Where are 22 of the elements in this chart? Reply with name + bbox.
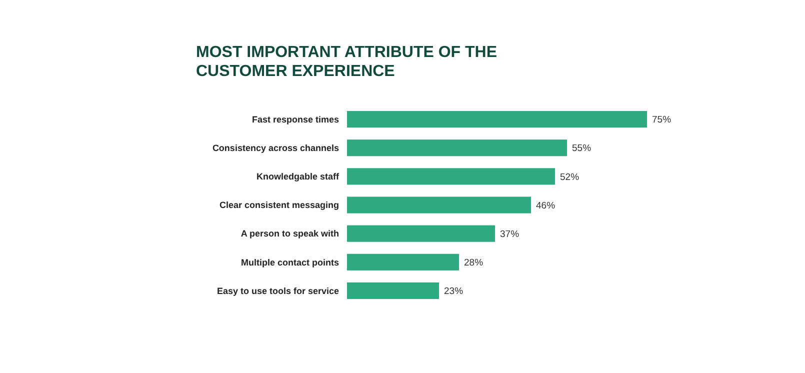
bar	[347, 168, 555, 185]
y-tick-label: Clear consistent messaging	[219, 200, 339, 210]
y-tick-label: Multiple contact points	[241, 257, 339, 268]
data-label: 55%	[572, 143, 592, 154]
y-tick-label: Consistency across channels	[212, 143, 339, 154]
bar	[347, 111, 647, 128]
bar	[347, 225, 495, 242]
data-label: 52%	[560, 172, 580, 183]
y-tick-label: A person to speak with	[240, 228, 339, 239]
y-tick-label: Fast response times	[252, 114, 339, 124]
bar	[347, 140, 567, 156]
chart-title: MOST IMPORTANT ATTRIBUTE OF THE CUSTOMER EXPERIENCE	[196, 44, 498, 80]
data-label: 23%	[444, 286, 464, 298]
y-tick-label: Knowledgable staff	[256, 172, 340, 182]
data-label: 46%	[536, 200, 556, 212]
bar	[347, 254, 459, 270]
y-tick-label: Easy to use tools for service	[216, 286, 339, 296]
bar	[347, 282, 439, 299]
data-label: 28%	[464, 257, 484, 268]
data-label: 75%	[652, 114, 672, 126]
data-label: 37%	[500, 228, 520, 240]
bar	[347, 196, 531, 214]
